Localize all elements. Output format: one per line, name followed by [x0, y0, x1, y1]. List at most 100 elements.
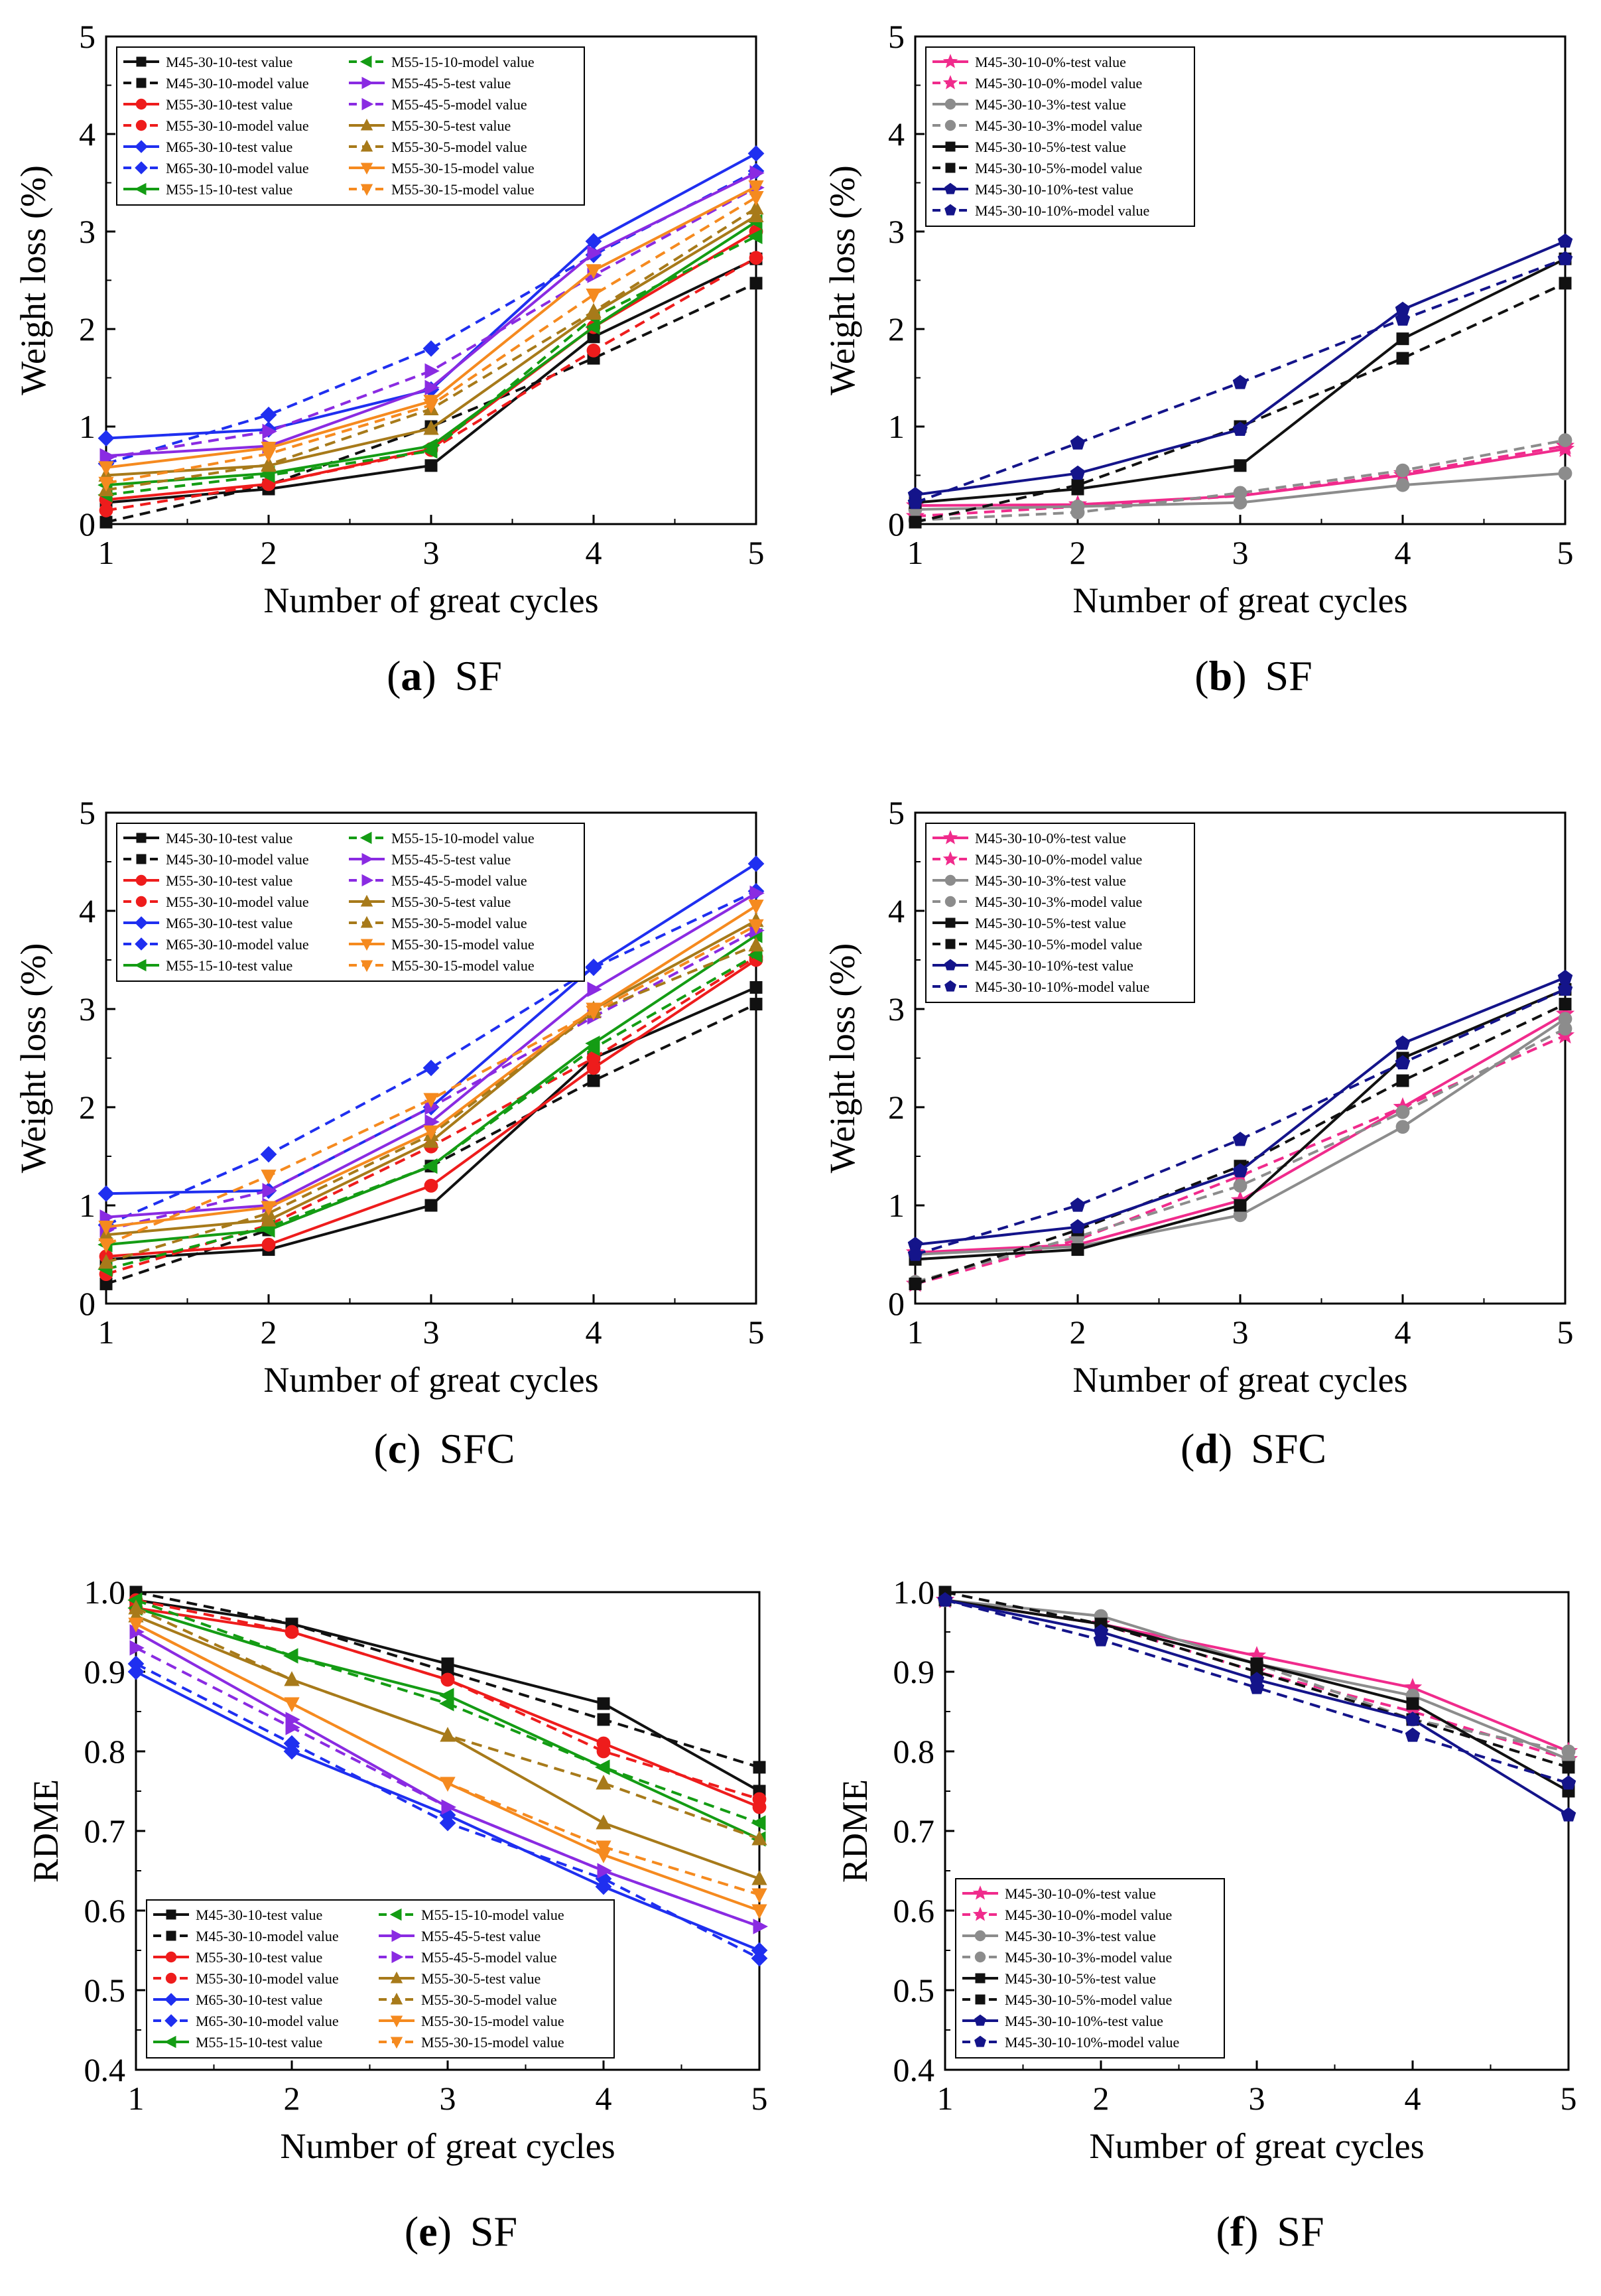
data-point	[128, 1617, 144, 1633]
data-point	[596, 1814, 611, 1830]
y-tick-label: 5	[79, 794, 96, 831]
data-point	[423, 420, 439, 435]
legend-label: M55-30-10-model value	[166, 894, 309, 910]
data-point	[283, 1648, 298, 1664]
x-tick-label: 4	[586, 1314, 602, 1351]
y-tick-label: 3	[79, 990, 96, 1028]
legend-marker	[390, 2037, 403, 2049]
legend-marker	[135, 896, 147, 908]
x-tick-label: 3	[440, 2080, 456, 2117]
data-point	[439, 1814, 456, 1832]
y-tick-label: 0.6	[84, 1892, 126, 1929]
caption-text: SF	[1265, 652, 1313, 699]
y-axis-title: Weight loss (%)	[822, 943, 862, 1174]
legend-marker	[974, 1951, 986, 1963]
data-point	[748, 900, 764, 915]
data-point	[1070, 505, 1085, 519]
y-tick-label: 0	[79, 1285, 96, 1322]
x-tick-label: 1	[98, 534, 115, 571]
legend-label: M55-30-5-test value	[391, 117, 511, 134]
legend-marker	[944, 896, 956, 908]
legend-marker	[972, 1885, 988, 1900]
legend-marker	[360, 915, 373, 928]
caption-text: SF	[455, 652, 502, 699]
legend-marker	[136, 833, 147, 843]
series-line-4	[915, 439, 1566, 522]
legend-label: M45-30-10-0%-test value	[1005, 1885, 1156, 1902]
caption-close: )	[407, 1425, 420, 1472]
x-tick-label: 4	[586, 534, 602, 571]
data-point	[751, 1815, 766, 1831]
data-point	[97, 1185, 115, 1202]
caption-open: (	[1216, 2208, 1230, 2255]
legend-marker	[360, 184, 373, 196]
data-point	[749, 165, 765, 181]
data-point	[129, 1640, 145, 1656]
x-tick-label: 3	[1232, 534, 1249, 571]
legend-marker	[166, 1909, 176, 1920]
caption-close: )	[1244, 2208, 1258, 2255]
y-tick-label: 0.8	[84, 1733, 126, 1770]
y-tick-label: 5	[888, 18, 905, 55]
data-point	[749, 980, 763, 994]
legend-label: M45-30-10-model value	[196, 1928, 339, 1944]
data-point	[1558, 433, 1572, 447]
legend-marker	[359, 55, 372, 68]
series-line-6	[105, 890, 757, 1227]
data-point	[909, 1277, 922, 1290]
data-point	[1395, 1035, 1411, 1050]
legend-label: M55-30-15-model value	[391, 936, 535, 953]
series-line-8	[944, 1599, 1569, 1785]
legend-label: M45-30-10-10%-model value	[1005, 2034, 1179, 2051]
legend-marker	[390, 1971, 403, 1984]
legend-marker	[945, 939, 956, 949]
legend-label: M55-45-5-model value	[391, 96, 527, 113]
data-point	[440, 1727, 456, 1742]
legend-label: M45-30-10-5%-model value	[975, 160, 1142, 176]
legend-marker	[390, 1992, 403, 2005]
legend-marker	[361, 852, 374, 866]
y-tick-label: 1	[79, 1187, 96, 1224]
x-tick-label: 4	[1395, 534, 1411, 571]
data-point	[586, 1005, 602, 1021]
data-point	[1395, 1055, 1411, 1070]
legend-marker	[360, 894, 373, 907]
data-point	[907, 1247, 923, 1261]
data-point	[439, 1696, 454, 1712]
data-point	[284, 1697, 300, 1712]
caption-text: SF	[470, 2208, 517, 2255]
y-tick-label: 2	[79, 1089, 96, 1126]
caption-letter: c	[388, 1425, 407, 1472]
legend-marker	[164, 2014, 178, 2027]
data-point	[99, 504, 113, 517]
data-point	[424, 1179, 438, 1193]
data-point	[1070, 465, 1086, 480]
legend-marker	[360, 163, 373, 175]
data-point	[587, 245, 602, 261]
data-point	[1558, 466, 1572, 480]
legend-box	[116, 823, 585, 982]
data-point	[424, 379, 440, 395]
x-tick-label: 5	[1561, 2080, 1577, 2117]
y-tick-label: 0.5	[84, 1972, 126, 2009]
legend-label: M45-30-10-5%-test value	[975, 139, 1126, 155]
caption-text: SFC	[1251, 1425, 1326, 1472]
series-line-7	[944, 1599, 1570, 1816]
data-point	[907, 494, 923, 509]
data-point	[1405, 1712, 1421, 1726]
legend-marker	[974, 2035, 986, 2047]
caption-letter: b	[1209, 652, 1233, 699]
legend-marker	[135, 161, 148, 174]
data-point	[586, 343, 601, 358]
legend-marker	[944, 980, 956, 992]
legend-marker	[942, 75, 958, 90]
data-point	[423, 1125, 439, 1140]
data-point	[422, 1158, 438, 1174]
data-point	[753, 1919, 768, 1934]
x-tick-label: 1	[937, 2080, 954, 2117]
legend-label: M45-30-10-0%-test value	[975, 830, 1126, 846]
x-tick-label: 2	[1070, 1314, 1086, 1351]
legend-label: M45-30-10-3%-model value	[975, 117, 1142, 134]
x-tick-label: 2	[284, 2080, 300, 2117]
legend-marker	[361, 98, 374, 111]
